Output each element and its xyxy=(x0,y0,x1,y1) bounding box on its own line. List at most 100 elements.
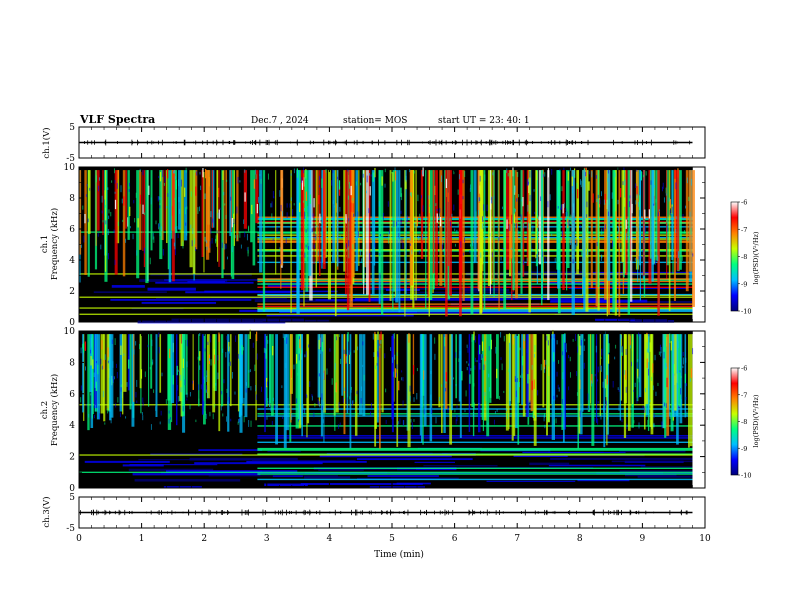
sferic-streak xyxy=(97,170,100,231)
sferic-streak xyxy=(180,170,184,247)
spectral-noise xyxy=(657,255,659,262)
sferic-streak xyxy=(692,170,695,307)
sferic-core xyxy=(228,341,230,352)
narrowband-line xyxy=(257,303,693,305)
sferic-streak xyxy=(512,170,515,291)
spectral-noise xyxy=(272,238,274,241)
sferic-streak xyxy=(530,334,534,412)
spectral-noise xyxy=(180,179,182,187)
spectral-noise xyxy=(635,200,637,205)
colorbar-tick-label: -10 xyxy=(741,308,751,316)
spectral-noise xyxy=(393,333,395,339)
sferic-core xyxy=(148,185,150,195)
sferic-streak xyxy=(359,334,363,415)
spectral-noise xyxy=(560,204,562,210)
spectral-noise xyxy=(569,167,571,171)
spectral-noise xyxy=(318,373,320,377)
sferic-streak xyxy=(477,170,480,290)
spectral-noise xyxy=(166,205,168,209)
spectral-noise xyxy=(204,193,206,200)
sferic-core xyxy=(577,189,579,199)
spectral-noise xyxy=(285,237,287,244)
sferic-core xyxy=(684,373,686,384)
spectral-noise xyxy=(576,371,578,377)
low-freq-noise xyxy=(163,486,202,489)
spectral-noise xyxy=(574,174,576,179)
sferic-streak xyxy=(496,334,499,399)
spectral-noise xyxy=(314,403,316,408)
spectral-noise xyxy=(675,182,677,190)
spectral-noise xyxy=(101,195,103,203)
spectral-noise xyxy=(653,185,655,188)
sferic-streak xyxy=(447,170,450,267)
sferic-streak xyxy=(649,170,652,259)
spectral-noise xyxy=(559,169,561,172)
spectral-noise xyxy=(292,209,294,216)
sferic-streak xyxy=(432,170,435,274)
narrowband-line xyxy=(257,453,693,456)
spectral-noise xyxy=(605,404,607,411)
sferic-streak xyxy=(122,170,126,277)
spectral-noise xyxy=(401,377,403,381)
spectral-noise xyxy=(563,167,565,170)
spectral-noise xyxy=(85,194,87,197)
panel1-ytick-label: 8 xyxy=(69,194,75,204)
spectral-noise xyxy=(473,383,475,387)
spectral-noise xyxy=(413,397,415,402)
sferic-core xyxy=(184,187,186,197)
spectral-noise xyxy=(397,421,399,425)
spectral-noise xyxy=(343,349,345,355)
spectral-noise xyxy=(503,390,505,393)
narrowband-line xyxy=(257,415,693,417)
spectral-noise xyxy=(565,211,567,219)
spectral-noise xyxy=(410,192,412,198)
sferic-core xyxy=(547,168,550,178)
sferic-core xyxy=(392,172,394,182)
spectral-noise xyxy=(347,195,349,200)
spectral-noise xyxy=(90,393,92,396)
sferic-streak xyxy=(376,334,379,423)
spectral-noise xyxy=(611,192,613,199)
sferic-core xyxy=(169,348,171,359)
spectral-noise xyxy=(551,233,553,237)
spectral-noise xyxy=(509,224,511,232)
low-freq-noise xyxy=(204,290,338,293)
sferic-streak xyxy=(577,334,579,449)
spectral-noise xyxy=(143,247,145,254)
spectral-noise xyxy=(178,179,180,187)
narrowband-line xyxy=(257,441,693,444)
sferic-core xyxy=(434,185,436,196)
spectral-noise xyxy=(455,352,457,358)
sferic-streak xyxy=(395,170,399,303)
sferic-core xyxy=(301,180,304,190)
spectral-noise xyxy=(332,169,334,174)
spectral-noise xyxy=(270,203,272,208)
spectral-noise xyxy=(402,400,404,407)
spectral-noise xyxy=(686,177,688,184)
spectral-noise xyxy=(226,388,228,393)
spectral-noise xyxy=(629,201,631,208)
spectral-noise xyxy=(480,354,482,360)
spectral-noise xyxy=(174,176,176,180)
panel3-ytick-label: -5 xyxy=(66,524,75,534)
spectral-noise xyxy=(523,259,525,266)
spectral-noise xyxy=(569,372,571,378)
spectral-noise xyxy=(174,197,176,201)
spectral-noise xyxy=(366,175,368,183)
sferic-streak xyxy=(185,334,188,395)
spectral-noise xyxy=(273,196,275,199)
sferic-streak xyxy=(561,334,564,430)
sferic-streak xyxy=(631,334,634,405)
low-freq-noise xyxy=(478,311,608,314)
spectral-noise xyxy=(180,387,182,393)
sferic-streak xyxy=(651,170,654,282)
sferic-streak xyxy=(295,334,299,429)
spectral-noise xyxy=(178,396,180,402)
spectral-noise xyxy=(356,390,358,395)
spectral-noise xyxy=(326,368,328,375)
spectral-noise xyxy=(529,194,531,202)
sferic-streak xyxy=(225,170,227,244)
sferic-streak xyxy=(688,334,690,448)
spectral-noise xyxy=(107,228,109,236)
sferic-streak xyxy=(391,334,394,420)
